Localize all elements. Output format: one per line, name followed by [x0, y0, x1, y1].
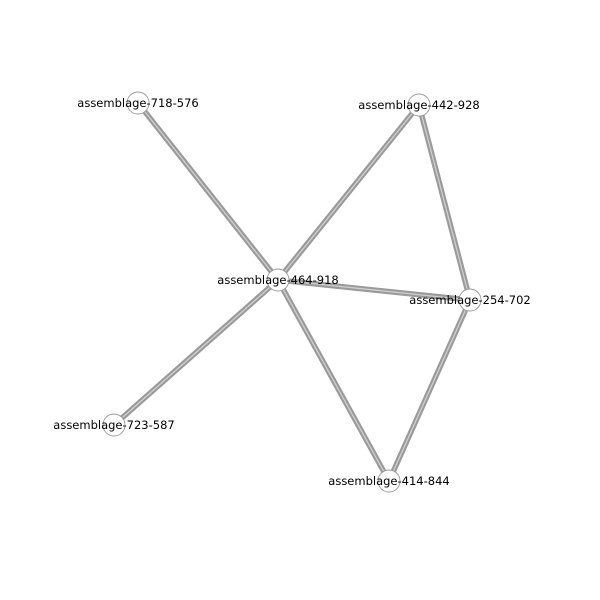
edge-line-highlight — [277, 279, 471, 301]
edge-n442-n254 — [416, 102, 473, 303]
node-n718[interactable]: assemblage-718-576 — [77, 91, 199, 115]
nodes-layer: assemblage-718-576 assemblage-442-928 asse… — [53, 91, 531, 493]
node-n254[interactable]: assemblage-254-702 — [409, 288, 531, 312]
node-circle[interactable] — [377, 469, 401, 493]
node-label: assemblage-464-918 — [217, 273, 338, 287]
edges-layer — [111, 100, 473, 484]
node-label: assemblage-442-928 — [358, 98, 479, 112]
node-label: assemblage-718-576 — [77, 96, 198, 110]
edge-n254-n414 — [386, 297, 473, 484]
node-circle[interactable] — [407, 93, 431, 117]
node-circle[interactable] — [458, 288, 482, 312]
node-n414[interactable]: assemblage-414-844 — [328, 469, 450, 493]
edge-n718-n464 — [135, 100, 281, 283]
node-n464[interactable]: assemblage-464-918 — [217, 268, 339, 292]
edge-line-highlight — [277, 104, 420, 281]
node-n442[interactable]: assemblage-442-928 — [358, 93, 480, 117]
edge-n464-n723 — [111, 277, 281, 428]
node-label: assemblage-414-844 — [328, 474, 449, 488]
node-circle[interactable] — [266, 268, 290, 292]
edge-n464-n254 — [275, 277, 473, 303]
node-label: assemblage-723-587 — [53, 418, 174, 432]
edge-line-highlight — [137, 102, 279, 281]
node-label: assemblage-254-702 — [409, 293, 530, 307]
edge-line-highlight — [113, 279, 279, 426]
edge-line-highlight — [388, 299, 471, 482]
edge-line-highlight — [277, 279, 390, 482]
node-n723[interactable]: assemblage-723-587 — [53, 413, 175, 437]
node-circle[interactable] — [102, 413, 126, 437]
edge-n464-n414 — [275, 277, 392, 484]
node-circle[interactable] — [126, 91, 150, 115]
edge-line-highlight — [418, 104, 471, 301]
edge-n442-n464 — [275, 102, 422, 283]
